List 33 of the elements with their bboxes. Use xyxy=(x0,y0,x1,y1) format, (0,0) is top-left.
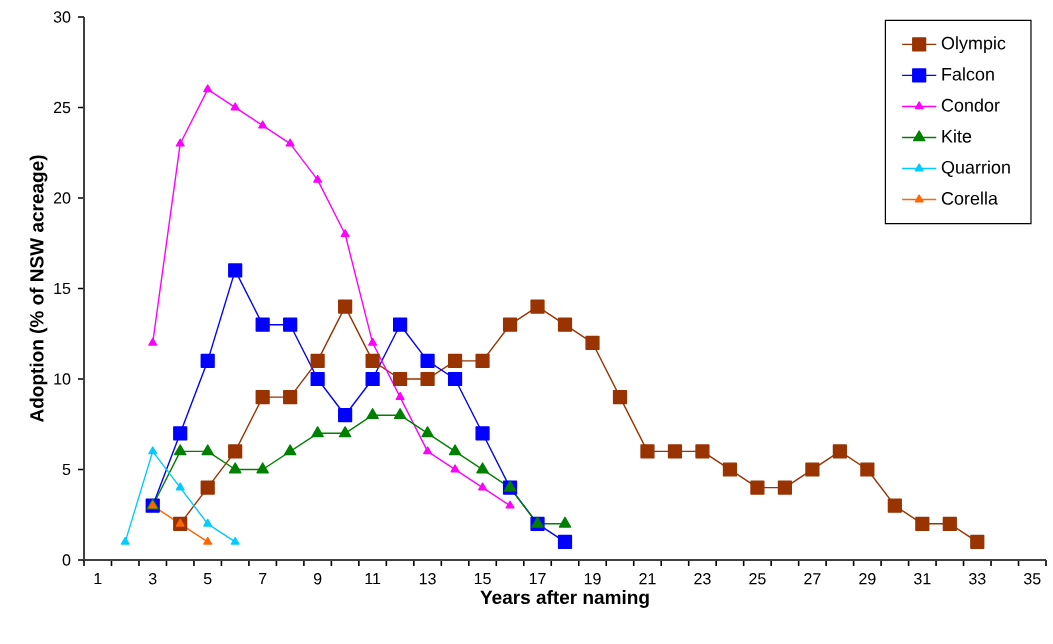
legend-label: Quarrion xyxy=(941,160,1010,177)
y-tick-label: 25 xyxy=(53,101,71,114)
y-axis-title: Adoption (% of NSW acreage) xyxy=(29,155,48,423)
y-tick-label: 15 xyxy=(54,282,71,295)
x-tick-label: 19 xyxy=(584,573,601,585)
x-tick-label: 11 xyxy=(365,573,381,585)
y-tick-label: 30 xyxy=(53,11,71,23)
x-axis-title: Years after naming xyxy=(480,590,649,608)
x-tick-label: 27 xyxy=(804,573,821,585)
x-tick-label: 1 xyxy=(94,573,102,585)
legend-label: Olympic xyxy=(941,36,1006,54)
x-tick-label: 7 xyxy=(259,573,267,585)
x-tick-label: 3 xyxy=(148,573,157,585)
y-tick-label: 20 xyxy=(53,192,71,204)
x-tick-label: 5 xyxy=(203,573,212,585)
x-tick-label: 31 xyxy=(914,573,931,585)
x-tick-label: 13 xyxy=(419,573,436,585)
y-tick-label: 10 xyxy=(54,373,71,385)
x-tick-label: 25 xyxy=(749,573,766,585)
y-tick-label: 5 xyxy=(62,463,71,476)
x-tick-label: 29 xyxy=(859,573,876,585)
x-tick-label: 33 xyxy=(968,573,986,585)
x-tick-label: 17 xyxy=(529,573,546,585)
x-tick-label: 23 xyxy=(694,573,711,585)
legend-label: Corella xyxy=(941,191,998,205)
legend-label: Condor xyxy=(941,98,1000,112)
legend-label: Falcon xyxy=(942,67,994,81)
x-tick-label: 15 xyxy=(474,573,491,585)
legend-label: Kite xyxy=(942,129,972,143)
x-tick-label: 35 xyxy=(1023,573,1041,585)
x-tick-label: 9 xyxy=(313,573,322,585)
y-tick-label: 0 xyxy=(62,554,71,566)
x-tick-label: 21 xyxy=(639,573,656,585)
